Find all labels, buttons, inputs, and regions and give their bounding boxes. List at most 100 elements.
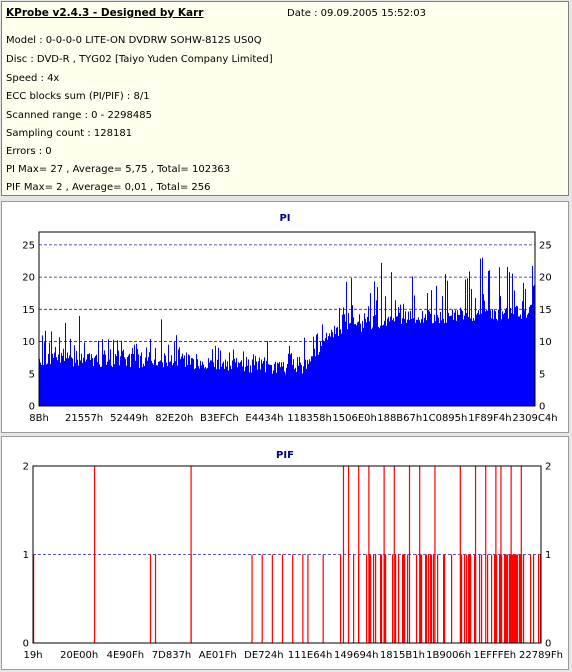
pi-chart: PI 0 5 10 15 20 25 0 5 10 15 20 25 8Bh 21557h 52449h… <box>22 213 557 424</box>
pif-bar <box>510 554 512 643</box>
pi-bar <box>360 323 361 406</box>
pi-bar <box>246 356 247 406</box>
pi-bar <box>235 362 236 406</box>
pi-bar <box>309 359 310 406</box>
pi-bar <box>259 357 260 406</box>
pi-bar <box>128 355 129 406</box>
pif-bar <box>479 554 481 643</box>
pi-bar <box>100 366 101 406</box>
pi-bar <box>117 340 118 406</box>
pif-bar <box>466 554 468 643</box>
pi-y-tick-label-right: 10 <box>539 337 552 348</box>
pi-x-tick-label: 1506E0h <box>332 413 376 424</box>
pif-bar <box>517 554 519 643</box>
pi-bar <box>407 319 408 406</box>
pif-bar <box>437 554 439 643</box>
pi-bar <box>414 295 415 406</box>
pi-bar <box>361 331 362 406</box>
pi-bar <box>133 354 134 406</box>
pi-y-tick-label: 5 <box>29 369 35 380</box>
pi-bar <box>124 357 125 406</box>
pi-bar <box>498 309 499 406</box>
pi-bar <box>399 312 400 406</box>
pi-bar <box>215 345 216 406</box>
pi-bar <box>411 318 412 406</box>
pi-bar <box>396 316 397 406</box>
pi-bar <box>198 366 199 406</box>
pi-bar <box>200 360 201 406</box>
pif-bar <box>505 554 507 643</box>
pif-bar <box>426 554 428 643</box>
pi-bar <box>324 341 325 406</box>
pif-x-tick-label: 22789Fh <box>519 650 563 661</box>
pif-x-tick-label: 20E00h <box>60 650 98 661</box>
pi-bar <box>44 342 45 406</box>
pi-bar <box>533 286 534 406</box>
pi-bar <box>438 317 439 406</box>
pi-bar <box>430 313 431 406</box>
pif-bar <box>373 554 375 643</box>
pi-bar <box>193 359 194 406</box>
pi-bar <box>121 340 122 406</box>
pi-bar <box>419 320 420 406</box>
pif-bar <box>444 554 446 643</box>
pif-bar <box>307 554 309 643</box>
pi-bar <box>147 360 148 406</box>
pi-bar <box>89 353 90 406</box>
pi-bar <box>321 345 322 406</box>
pi-bar <box>388 316 389 406</box>
info-scanned-range: Scanned range : 0 - 2298485 <box>6 110 152 121</box>
pi-bar <box>162 362 163 406</box>
info-disc: Disc : DVD-R , TYG02 [Taiyo Yuden Compan… <box>6 54 273 65</box>
pi-bar <box>486 310 487 406</box>
pi-bar <box>263 361 264 406</box>
pif-bar <box>404 554 406 643</box>
pi-bar <box>400 304 401 406</box>
pi-bar <box>67 352 68 406</box>
pi-bar <box>436 285 437 406</box>
pif-chart-panel: PIF 0 1 2 0 1 2 19h 20E00h 4E90Fh 7D837h AE01Fh D… <box>1 436 569 670</box>
pi-x-tick-label: 2309C4h <box>512 413 557 424</box>
pi-bar <box>239 363 240 406</box>
pi-bar <box>365 318 366 406</box>
pi-bar <box>238 362 239 406</box>
pi-bar <box>488 271 489 406</box>
pi-bar <box>176 335 177 406</box>
pi-bar <box>94 357 95 406</box>
pif-bar <box>491 554 493 643</box>
info-speed: Speed : 4x <box>6 73 60 84</box>
pi-bar <box>463 319 464 406</box>
pi-bar <box>249 372 250 406</box>
pi-bar <box>384 320 385 406</box>
pi-bar <box>156 365 157 406</box>
pi-bar <box>187 364 188 406</box>
pi-chart-title: PI <box>279 213 290 224</box>
pi-bar <box>318 354 319 406</box>
pi-bar <box>409 319 410 406</box>
pi-bar <box>312 356 313 406</box>
pif-bar <box>485 466 487 643</box>
pi-bar <box>41 364 42 406</box>
pif-bar <box>464 554 466 643</box>
pi-bar <box>232 360 233 406</box>
info-errors: Errors : 0 <box>6 146 52 157</box>
pi-bar <box>210 360 211 406</box>
pif-bar <box>499 554 501 643</box>
pi-bar <box>525 288 526 406</box>
pif-bar <box>460 554 462 643</box>
pi-y-tick-label: 25 <box>22 240 35 251</box>
pif-y-tick-label-right: 2 <box>545 462 551 473</box>
pi-bar <box>115 354 116 406</box>
pi-bar <box>81 353 82 406</box>
pi-y-tick-label-right: 0 <box>539 402 545 413</box>
pi-bar <box>274 363 275 406</box>
pi-bar <box>75 362 76 406</box>
pi-bar <box>298 365 299 406</box>
pi-bar <box>389 321 390 406</box>
pi-bar <box>174 341 175 406</box>
pi-bar <box>244 371 245 406</box>
pi-bar <box>405 311 406 406</box>
pi-bar <box>386 325 387 406</box>
pi-bar <box>393 318 394 406</box>
pi-bar <box>59 337 60 406</box>
